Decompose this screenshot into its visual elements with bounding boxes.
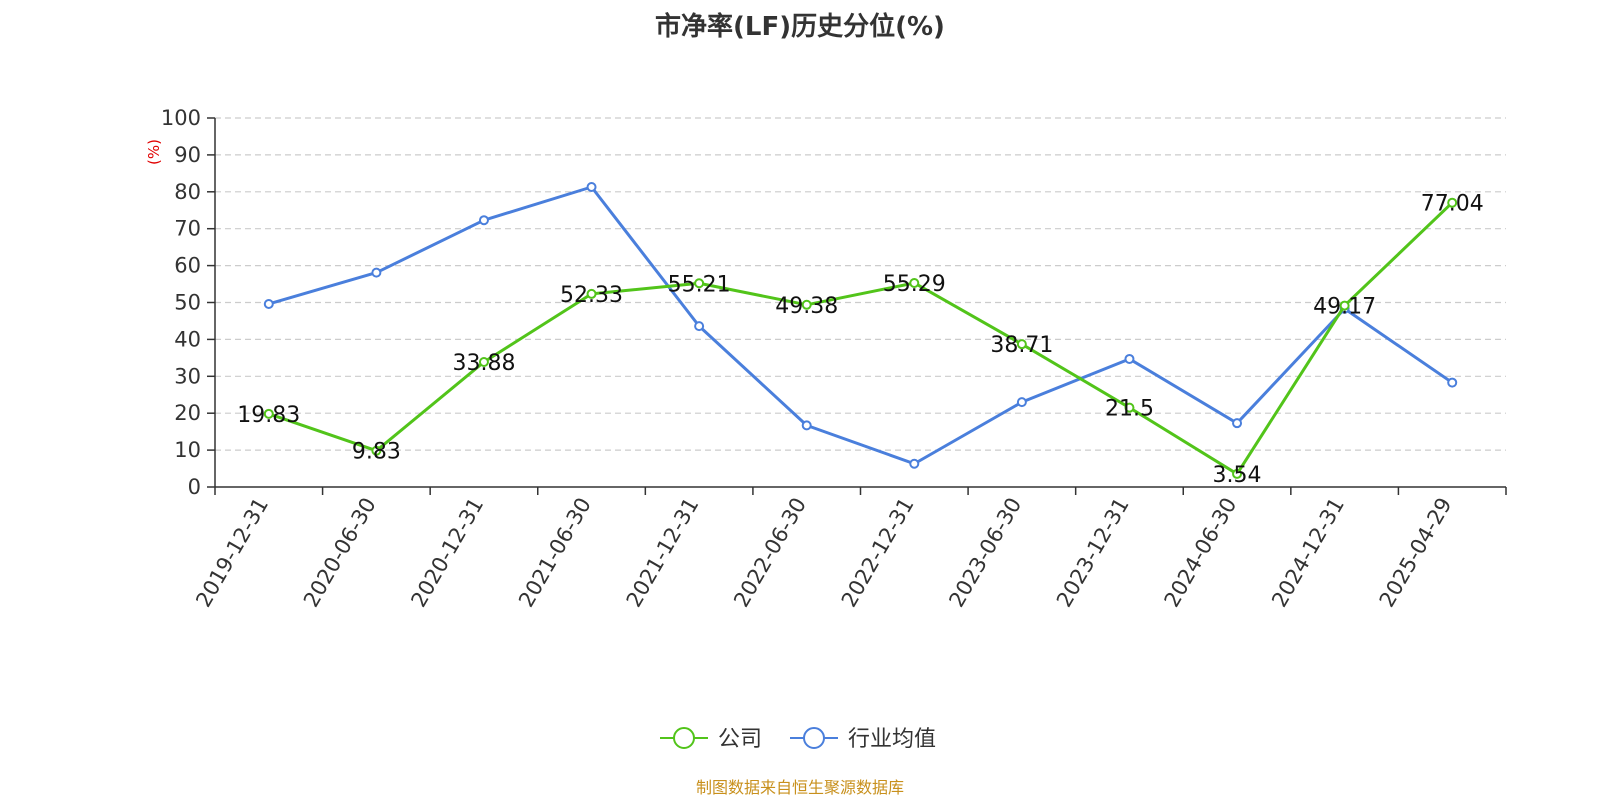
series-line-company [268, 201, 1454, 476]
company-point [694, 278, 705, 289]
x-tick-label: 2020-12-31 [406, 494, 488, 612]
axes: 0 10 20 30 40 50 60 70 80 90 100 2019-12-31 2020-06-… [161, 106, 1507, 612]
y-tick-label: 70 [174, 217, 201, 241]
y-tick-label: 10 [174, 438, 201, 462]
x-tick-label: 2019-12-31 [191, 494, 273, 612]
source-note: 制图数据来自恒生聚源数据库 [695, 778, 904, 797]
data-label: 38.71 [990, 333, 1053, 358]
company-point [909, 277, 920, 288]
company-point [1232, 468, 1243, 479]
x-tick-label: 2022-12-31 [837, 494, 919, 612]
company-point [586, 288, 597, 299]
company-point [1016, 339, 1027, 350]
data-label: 52.33 [560, 283, 623, 308]
industry-point [1232, 418, 1243, 429]
legend-marker-icon [803, 727, 825, 749]
industry-point [1447, 377, 1458, 388]
data-label: 55.29 [883, 272, 946, 297]
industry-point [478, 215, 489, 226]
data-label: 55.21 [668, 272, 731, 297]
x-tick-label: 2023-12-31 [1052, 494, 1134, 612]
x-tick-label: 2024-12-31 [1267, 494, 1349, 612]
y-tick-label: 30 [174, 364, 201, 388]
industry-point [371, 267, 382, 278]
x-tick-label: 2024-06-30 [1160, 494, 1242, 612]
y-tick-label: 50 [174, 291, 201, 315]
data-label: 49.17 [1313, 295, 1376, 320]
y-axis-label: (%) [145, 139, 163, 165]
company-point [801, 299, 812, 310]
company-point [263, 408, 274, 419]
y-tick-label: 0 [188, 475, 201, 499]
industry-point [694, 321, 705, 332]
data-labels: 19.83 9.83 33.88 52.33 55.21 49.38 55.29 38.71 2… [237, 192, 1483, 488]
legend-item-company[interactable]: 公司 [660, 727, 762, 752]
y-tick-label: 40 [174, 327, 201, 351]
company-point [1124, 402, 1135, 413]
data-label: 19.83 [237, 403, 300, 428]
grid-lines [215, 117, 1506, 451]
x-tick-label: 2025-04-29 [1375, 494, 1457, 612]
chart-title: 市净率(LF)历史分位(%) [655, 12, 945, 42]
data-label: 3.54 [1213, 463, 1262, 488]
y-tick-label: 90 [174, 143, 201, 167]
legend-item-industry[interactable]: 行业均值 [790, 727, 936, 752]
x-tick-label: 2021-06-30 [514, 494, 596, 612]
industry-point [1124, 353, 1135, 364]
industry-point [586, 182, 597, 193]
legend-label: 行业均值 [848, 727, 936, 752]
data-label: 21.5 [1105, 397, 1154, 422]
series-line-industry [268, 185, 1454, 466]
x-tick-label: 2020-06-30 [299, 494, 381, 612]
data-label: 49.38 [775, 294, 838, 319]
company-point [1339, 300, 1350, 311]
legend-marker-icon [673, 727, 695, 749]
y-tick-label: 80 [174, 180, 201, 204]
legend[interactable]: 公司 行业均值 [660, 727, 936, 752]
data-label: 33.88 [452, 351, 515, 376]
series-lines [263, 182, 1458, 479]
y-tick-label: 100 [161, 106, 201, 130]
industry-point [263, 298, 274, 309]
company-point [1447, 197, 1458, 208]
industry-point [909, 458, 920, 469]
legend-label: 公司 [718, 727, 762, 752]
company-point [478, 356, 489, 367]
y-tick-label: 60 [174, 254, 201, 278]
industry-point [1016, 397, 1027, 408]
x-tick-label: 2022-06-30 [729, 494, 811, 612]
data-label: 9.83 [352, 440, 401, 465]
industry-point [801, 420, 812, 431]
x-tick-label: 2023-06-30 [944, 494, 1026, 612]
y-tick-label: 20 [174, 401, 201, 425]
data-label: 77.04 [1421, 192, 1484, 217]
company-point [371, 445, 382, 456]
x-tick-label: 2021-12-31 [622, 494, 704, 612]
